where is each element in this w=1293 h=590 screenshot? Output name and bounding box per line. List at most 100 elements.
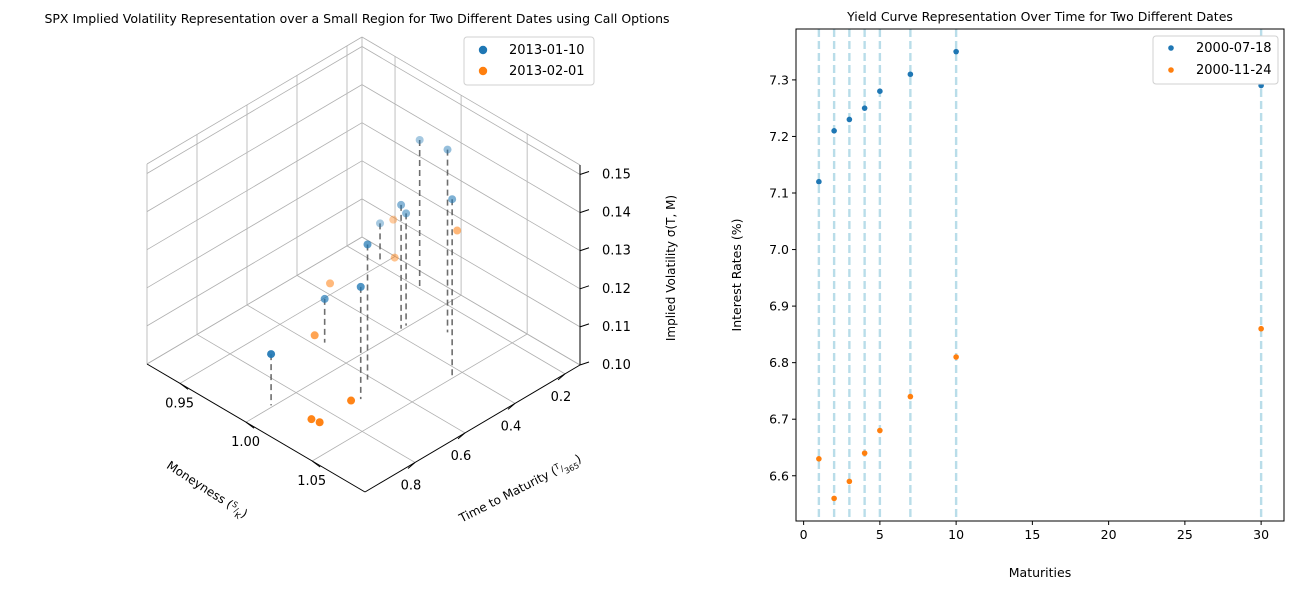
chart2d-legend-label-1: 2000-07-18 — [1196, 41, 1272, 56]
chart3d-title: SPX Implied Volatility Representation ov… — [44, 11, 669, 26]
tick-label-moneyness: 0.95 — [165, 396, 194, 411]
yield-point-2000-07-18 — [816, 178, 822, 185]
chart2d-ticks: 0 5 10 15 20 25 30 6.6 6.7 6.8 6.9 7.0 7.1 7.2 7.3 — [769, 72, 1269, 542]
iv-point-2013-01-10 — [320, 294, 329, 303]
x-tick-label: 25 — [1177, 527, 1193, 542]
iv-point-2013-01-10 — [397, 200, 406, 209]
grid-line-maturity — [346, 245, 566, 375]
tick-iv — [579, 171, 590, 175]
grid-line-moneyness — [311, 333, 528, 462]
x-tick-label: 20 — [1101, 527, 1117, 542]
x-tick-label: 15 — [1024, 527, 1040, 542]
yield-point-2000-07-18 — [907, 71, 914, 78]
grid-line-iv — [146, 122, 363, 251]
yield-point-2000-11-24 — [953, 354, 959, 360]
y-tick-label: 7.1 — [769, 186, 789, 201]
grid-line-iv — [361, 46, 581, 175]
grid-line-maturity — [296, 275, 516, 404]
chart3d-legend: 2013-01-10 2013-02-01 — [463, 36, 595, 86]
axis-line-maturity — [364, 364, 581, 493]
tick-label-moneyness: 1.05 — [297, 474, 326, 489]
yield-point-2000-07-18 — [877, 88, 883, 95]
grid-line-moneyness — [245, 294, 462, 423]
chart3d-legend-label-1: 2013-01-10 — [509, 43, 585, 58]
tick-maturity — [557, 373, 566, 381]
tick-maturity — [457, 432, 466, 440]
grid-line-maturity — [196, 334, 416, 463]
grid-line-iv — [361, 198, 581, 328]
tick-label-iv: 0.15 — [602, 168, 631, 183]
tick-maturity — [507, 403, 516, 410]
y-tick-label: 7.0 — [769, 242, 789, 257]
iv-point-2013-02-01 — [347, 396, 356, 405]
iv-point-2013-02-01 — [307, 415, 316, 424]
yield-curve-chart: Yield Curve Representation Over Time for… — [729, 9, 1285, 580]
chart3d-legend-label-2: 2013-02-01 — [509, 64, 585, 79]
yield-point-2000-11-24 — [816, 455, 822, 462]
iv-point-2013-02-01 — [389, 215, 398, 224]
tick-moneyness — [245, 421, 255, 429]
chart2d-points — [816, 48, 1264, 502]
tick-label-maturity: 0.2 — [551, 390, 572, 405]
tick-label-iv: 0.10 — [602, 358, 631, 373]
pane-edge — [361, 36, 581, 166]
tick-label-iv: 0.12 — [602, 282, 631, 297]
tick-label-maturity: 0.4 — [501, 419, 522, 434]
chart3d-ticks: 1.05 1.00 0.95 0.2 0.4 0.6 0.8 0.10 0.11 0.12 0.13… — [165, 168, 631, 494]
tick-label-iv: 0.11 — [602, 320, 631, 335]
tick-label-iv: 0.13 — [602, 244, 631, 259]
grid-line-iv — [361, 236, 581, 366]
tick-moneyness — [311, 460, 321, 468]
y-tick-label: 7.2 — [769, 129, 789, 144]
tick-label-iv: 0.14 — [602, 206, 631, 221]
yield-point-2000-07-18 — [831, 127, 837, 134]
chart2d-legend-marker-2 — [1168, 67, 1174, 73]
iv-point-2013-01-10 — [267, 350, 276, 359]
y-tick-label: 6.8 — [769, 355, 789, 370]
yield-point-2000-07-18 — [861, 105, 868, 111]
iv-point-2013-01-10 — [448, 195, 457, 204]
tick-iv — [579, 285, 590, 290]
iv-point-2013-02-01 — [315, 418, 324, 427]
tick-iv — [579, 323, 590, 328]
chart2d-title: Yield Curve Representation Over Time for… — [846, 9, 1233, 24]
chart2d-vlines — [817, 29, 1263, 521]
x-tick-label: 0 — [800, 527, 808, 542]
chart3d-panes — [146, 36, 581, 493]
chart2d-frame — [795, 28, 1285, 522]
grid-line-iv — [146, 46, 363, 174]
chart3d-legend-box — [463, 36, 595, 86]
yield-point-2000-11-24 — [877, 427, 883, 434]
tick-iv — [579, 361, 590, 366]
iv-point-2013-01-10 — [376, 219, 385, 228]
y-tick-label: 6.9 — [769, 299, 789, 314]
x-tick-label: 5 — [876, 527, 884, 542]
iv-point-2013-02-01 — [310, 331, 319, 340]
chart2d-legend-marker-1 — [1168, 45, 1174, 51]
x-tick-label: 10 — [948, 527, 964, 542]
chart3d-legend-marker-1 — [478, 45, 488, 55]
chart3d-ylabel: Time to Maturity (T/365) — [456, 452, 585, 529]
tick-iv — [579, 209, 590, 214]
chart2d-ylabel: Interest Rates (%) — [729, 219, 744, 332]
grid-line-moneyness — [179, 256, 396, 384]
yield-point-2000-11-24 — [907, 393, 914, 400]
iv-point-2013-01-10 — [443, 145, 452, 154]
grid-line-maturity — [246, 304, 466, 434]
iv-point-2013-01-10 — [363, 240, 372, 249]
y-tick-label: 7.3 — [769, 72, 789, 87]
grid-line-iv — [146, 160, 363, 289]
yield-point-2000-11-24 — [831, 495, 837, 502]
grid-line-iv — [146, 84, 363, 212]
grid-line-iv — [146, 198, 363, 327]
iv-point-2013-01-10 — [356, 282, 365, 291]
pane-edge — [146, 36, 363, 165]
iv-point-2013-02-01 — [390, 253, 399, 262]
grid-line-iv — [361, 160, 581, 290]
tick-iv — [579, 247, 590, 252]
iv-point-2013-02-01 — [326, 279, 335, 288]
grid-line-iv — [361, 84, 581, 213]
yield-point-2000-11-24 — [861, 450, 868, 456]
chart2d-legend-box — [1152, 35, 1279, 85]
y-tick-label: 6.7 — [769, 412, 789, 427]
